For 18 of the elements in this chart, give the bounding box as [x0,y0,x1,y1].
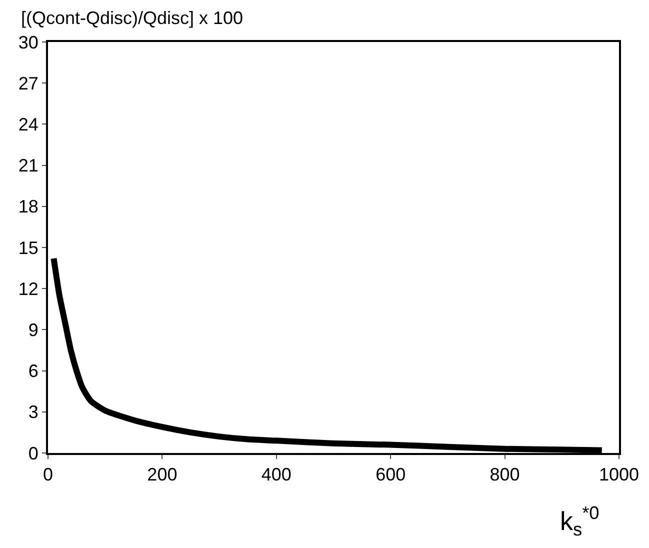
y-tick-label: 24 [18,114,38,134]
x-tick-label: 0 [42,464,54,485]
y-tick-label: 12 [18,278,38,299]
y-tick-label: 3 [28,402,38,422]
y-axis-title: [(Qcont-Qdisc)/Qdisc] x 100 [21,8,244,28]
y-tick-label: 30 [18,32,38,52]
y-tick-label: 27 [18,73,38,94]
y-tick-label: 18 [18,196,38,217]
y-tick-label: 9 [28,320,38,340]
x-tick-label: 800 [490,464,520,485]
x-tick-label: 1000 [598,464,640,485]
y-tick-label: 15 [18,238,38,258]
y-tick-label: 0 [28,443,38,464]
y-tick-label: 21 [18,156,38,176]
y-tick-label: 6 [28,361,38,382]
x-tick-label: 400 [261,464,292,485]
x-tick-label: 600 [376,464,406,485]
x-tick-label: 200 [147,464,178,485]
